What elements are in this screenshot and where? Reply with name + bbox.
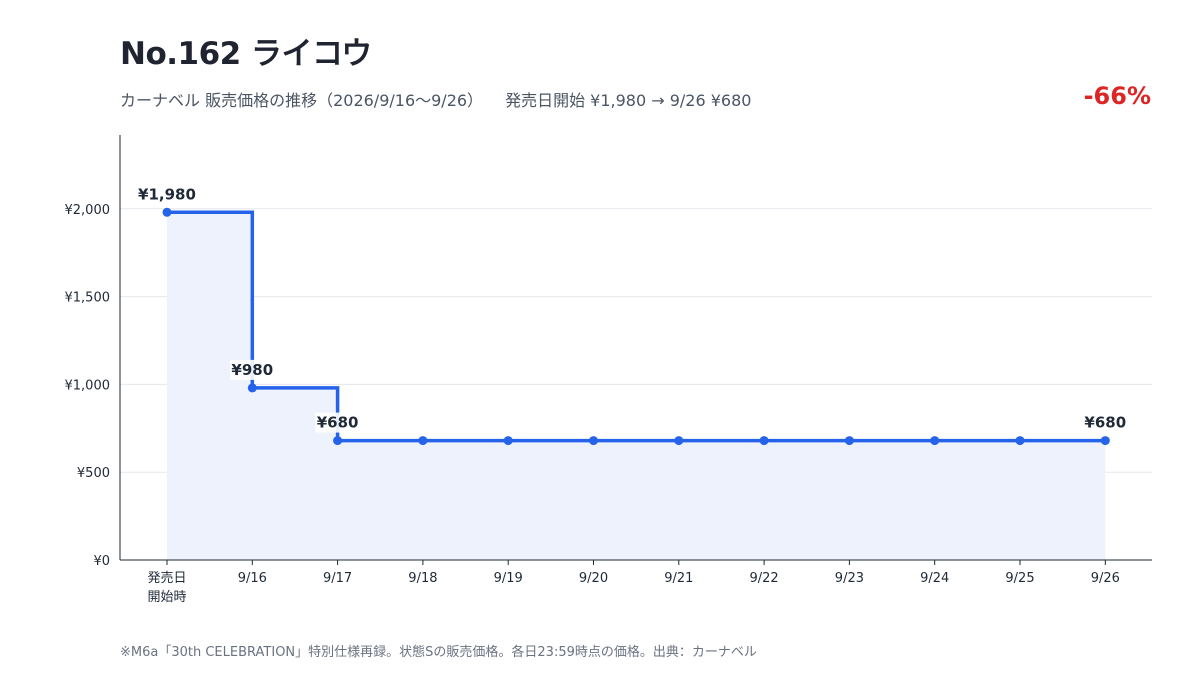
- x-tick-label: 9/20: [579, 571, 608, 586]
- data-point: [418, 436, 428, 446]
- x-tick-label-line: 開始時: [147, 590, 186, 605]
- data-point: [333, 436, 343, 446]
- x-tick-label: 9/19: [494, 571, 523, 586]
- price-change-badge: -66%: [1083, 82, 1151, 110]
- data-point: [1100, 436, 1110, 446]
- x-tick-label-line: 9/18: [408, 571, 437, 586]
- price-chart: ¥0 ¥500 ¥1,000 ¥1,500 ¥2,000 発売日開始時 9/16 9/17 9…: [65, 135, 1152, 605]
- y-tick-label: ¥500: [77, 466, 110, 481]
- x-tick-label-line: 発売日: [147, 570, 186, 586]
- x-tick-label: 9/21: [664, 571, 693, 586]
- y-tick-label: ¥2,000: [65, 203, 111, 218]
- x-tick-label-line: 9/20: [579, 571, 608, 586]
- x-tick-label: 9/25: [1005, 571, 1034, 586]
- price-step-line: [167, 210, 1106, 443]
- x-tick-label-line: 9/26: [1091, 571, 1120, 586]
- data-point: [844, 436, 854, 446]
- x-tick-label: 9/18: [408, 571, 437, 586]
- page-title: No.162 ライコウ: [120, 36, 372, 72]
- x-tick-label-line: 9/24: [920, 571, 949, 586]
- subtitle-period: カーナベル 販売価格の推移（2026/9/16〜9/26）: [120, 91, 484, 110]
- y-tick-label: ¥0: [93, 554, 110, 569]
- x-tick-label-line: 9/25: [1005, 571, 1034, 586]
- data-point: [589, 436, 598, 446]
- x-tick-label-line: 9/17: [323, 571, 352, 586]
- data-label-bg: [229, 359, 275, 380]
- y-tick-label: ¥1,000: [65, 378, 111, 393]
- x-tick-label: 9/17: [323, 571, 352, 586]
- x-tick-label: 9/26: [1091, 571, 1120, 586]
- data-point: [1015, 436, 1025, 446]
- x-tick-labels: 発売日開始時 9/16 9/17 9/18 9/19 9/20 9/21 9/22 9/23 9/…: [147, 570, 1119, 605]
- data-point: [674, 436, 684, 446]
- y-tick-labels: ¥0 ¥500 ¥1,000 ¥1,500 ¥2,000: [65, 203, 111, 569]
- chart-subtitle: カーナベル 販売価格の推移（2026/9/16〜9/26） 発売日開始 ¥1,98…: [120, 87, 751, 111]
- data-point: [759, 436, 769, 446]
- x-tick-label: 9/23: [835, 571, 864, 586]
- x-tick-label-line: 9/16: [238, 571, 267, 586]
- x-tick-label: 9/22: [749, 571, 778, 586]
- x-tick-label: 9/16: [238, 571, 267, 586]
- area-region: [167, 212, 1106, 561]
- data-label: ¥980: [231, 361, 273, 379]
- x-tick-label-line: 9/21: [664, 571, 693, 586]
- data-label-bg: [1082, 412, 1128, 433]
- data-point: [503, 436, 513, 446]
- data-point: [162, 207, 172, 217]
- axes: [119, 135, 1152, 565]
- x-tick-label-line: 9/22: [749, 571, 778, 586]
- y-tick-label: ¥1,500: [65, 291, 111, 306]
- data-labels: ¥1,980 ¥980 ¥680 ¥680: [135, 184, 1128, 433]
- data-label: ¥680: [1084, 414, 1126, 432]
- x-tick-label: 発売日開始時: [147, 570, 186, 605]
- data-label-bg: [135, 184, 199, 205]
- subtitle-summary: 発売日開始 ¥1,980 → 9/26 ¥680: [505, 91, 752, 110]
- x-tick-label-line: 9/19: [494, 571, 523, 586]
- data-point: [930, 436, 940, 446]
- area-fill: [167, 212, 1106, 561]
- x-tick-label-line: 9/23: [835, 571, 864, 586]
- data-label: ¥1,980: [138, 185, 196, 203]
- data-point: [247, 383, 257, 393]
- x-tick-label: 9/24: [920, 571, 949, 586]
- data-points: [162, 207, 1110, 446]
- data-label-bg: [315, 412, 360, 433]
- price-line: [167, 210, 1106, 443]
- footnote: ※M6a「30th CELEBRATION」特別仕様再録。状態Sの販売価格。各日…: [120, 645, 757, 660]
- data-label: ¥680: [317, 414, 359, 432]
